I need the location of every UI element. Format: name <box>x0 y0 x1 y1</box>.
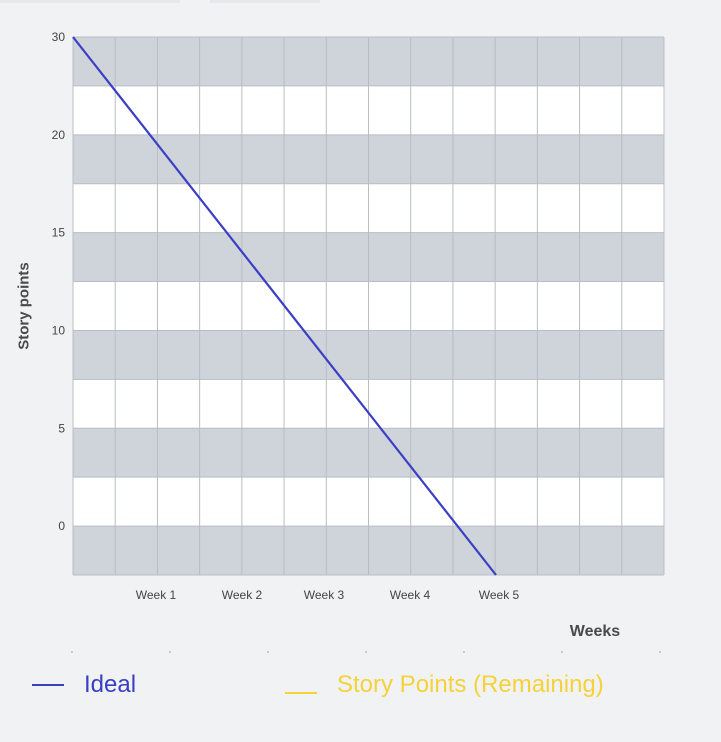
y-tick-label: 0 <box>58 519 65 533</box>
axis-tick-dot <box>463 651 465 653</box>
legend-label-remaining: Story Points (Remaining) <box>337 671 604 698</box>
x-tick-label: Week 3 <box>304 588 345 602</box>
x-tick-label: Week 1 <box>136 588 177 602</box>
legend-label-ideal: Ideal <box>84 671 137 698</box>
x-tick-label: Week 5 <box>479 588 520 602</box>
y-tick-label: 15 <box>52 226 66 240</box>
y-tick-label: 20 <box>52 128 66 142</box>
axis-tick-dot <box>561 651 563 653</box>
series-line-ideal <box>72 36 497 576</box>
top-bar-segment <box>210 0 320 3</box>
x-tick-label: Week 4 <box>390 588 431 602</box>
y-tick-label: 30 <box>52 30 66 44</box>
axis-tick-dot <box>267 651 269 653</box>
legend-item-ideal[interactable]: Ideal <box>32 670 136 700</box>
axis-tick-dot <box>71 651 73 653</box>
axis-tick-dot <box>169 651 171 653</box>
legend-swatch-remaining <box>285 692 317 694</box>
y-tick-label: 5 <box>58 421 65 435</box>
legend-item-remaining[interactable]: Story Points (Remaining) <box>285 671 604 704</box>
x-tick-label: Week 2 <box>222 588 263 602</box>
y-tick-label: 10 <box>52 323 66 337</box>
top-bar-segment <box>0 0 180 3</box>
axis-tick-dot <box>365 651 367 653</box>
legend-swatch-ideal <box>32 684 64 686</box>
axis-tick-dot <box>659 651 661 653</box>
x-axis-title: Weeks <box>569 623 621 640</box>
